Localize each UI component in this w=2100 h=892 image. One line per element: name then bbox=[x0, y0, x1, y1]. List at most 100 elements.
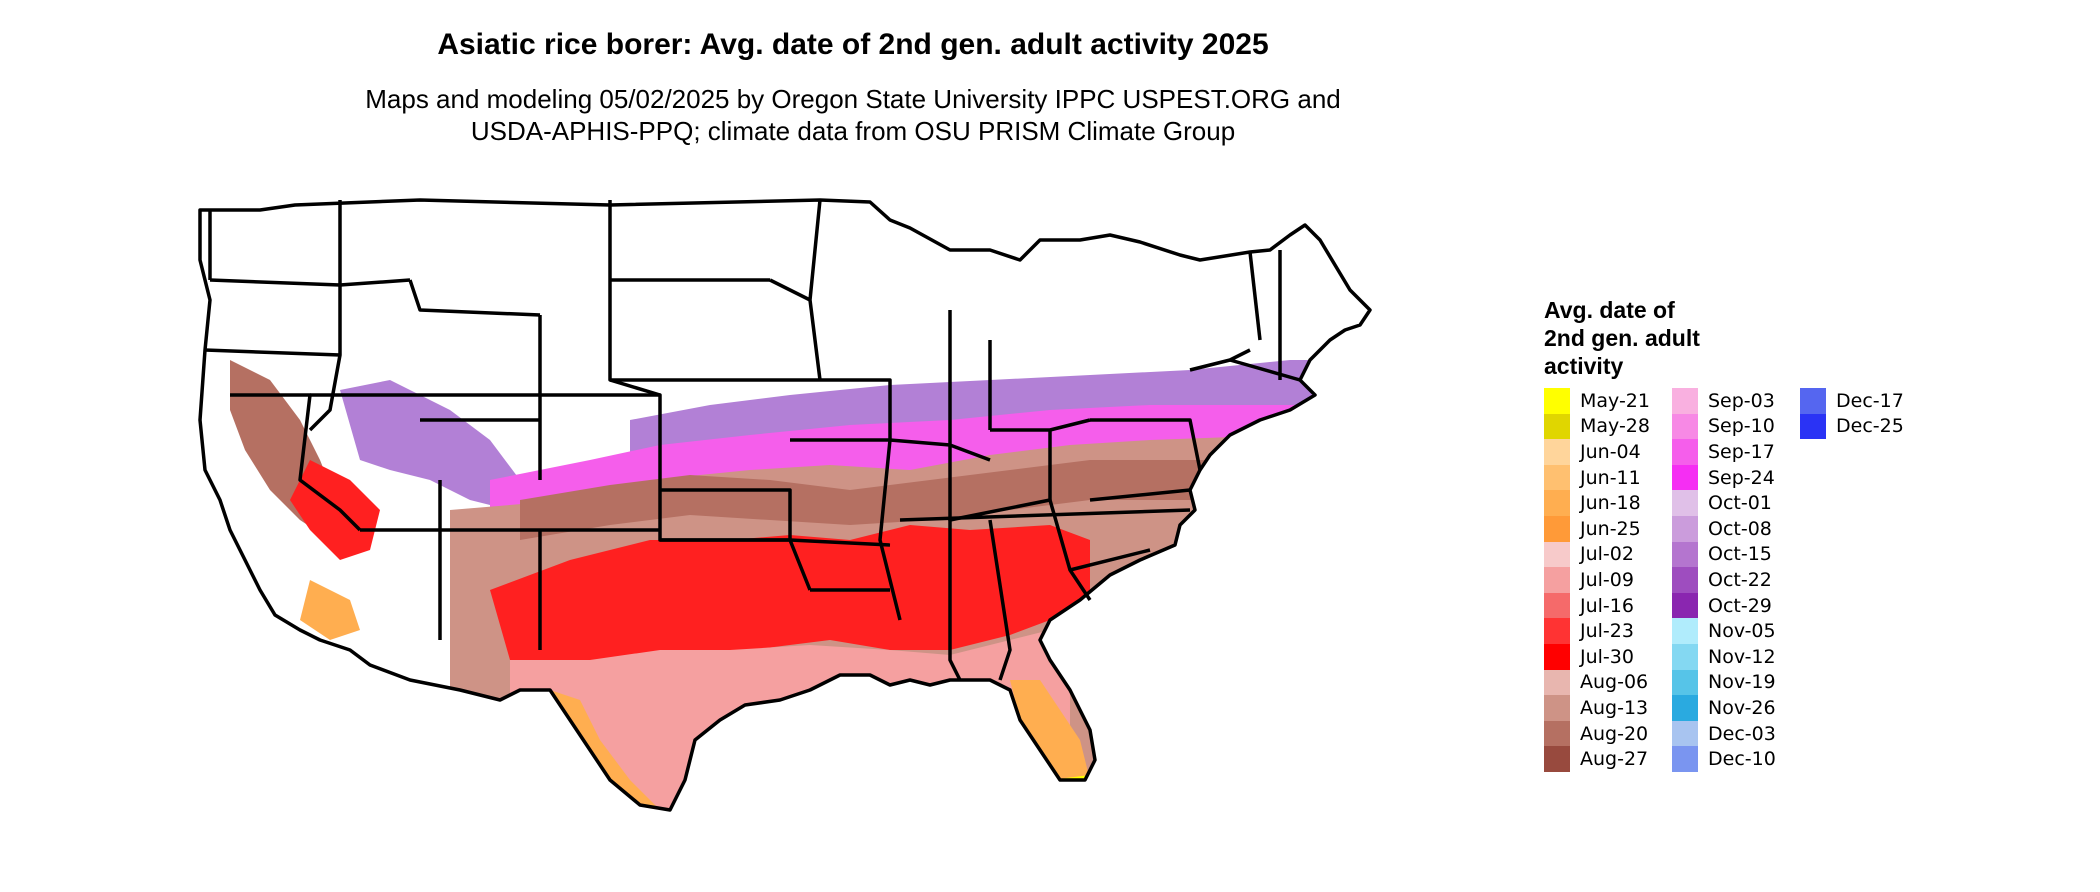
legend-column-1: May-21 May-28 Jun-04 Jun-11 Jun-18 Jun-25 Jul-… bbox=[1544, 388, 1650, 772]
legend-swatch bbox=[1672, 746, 1698, 772]
legend-swatch bbox=[1672, 490, 1698, 516]
legend-item: May-28 bbox=[1544, 413, 1650, 440]
legend-item: Nov-19 bbox=[1672, 669, 1776, 696]
legend-label: Nov-12 bbox=[1708, 645, 1776, 668]
legend-column-3: Dec-17 Dec-25 bbox=[1800, 388, 1904, 440]
legend-title-line-1: Avg. date of bbox=[1544, 297, 1675, 323]
band-oct-west bbox=[340, 380, 520, 510]
legend-item: Aug-20 bbox=[1544, 720, 1650, 747]
legend-label: Jul-30 bbox=[1580, 645, 1634, 668]
legend-swatch bbox=[1544, 413, 1570, 440]
legend-label: Nov-26 bbox=[1708, 696, 1776, 719]
legend-swatch bbox=[1544, 669, 1570, 696]
legend-title-line-2: 2nd gen. adult bbox=[1544, 325, 1700, 351]
legend-item: Dec-03 bbox=[1672, 720, 1776, 747]
legend-item: Sep-10 bbox=[1672, 413, 1776, 440]
legend-swatch bbox=[1544, 643, 1570, 670]
legend-swatch bbox=[1672, 515, 1698, 542]
legend-item: Jul-09 bbox=[1544, 567, 1650, 593]
legend-item: Oct-01 bbox=[1672, 490, 1776, 516]
legend-swatch bbox=[1672, 439, 1698, 465]
legend-swatch bbox=[1544, 464, 1570, 491]
legend-label: Jun-18 bbox=[1580, 492, 1641, 515]
legend-label: Jul-16 bbox=[1580, 594, 1634, 617]
legend-label: Sep-24 bbox=[1708, 466, 1775, 489]
legend-label: Dec-25 bbox=[1836, 415, 1904, 438]
legend-item: Sep-03 bbox=[1672, 388, 1776, 414]
legend-item: Aug-13 bbox=[1544, 695, 1650, 721]
legend-swatch bbox=[1544, 541, 1570, 568]
legend-swatch bbox=[1672, 413, 1698, 440]
legend-swatch bbox=[1672, 464, 1698, 491]
legend-item: Dec-10 bbox=[1672, 746, 1776, 772]
legend-swatch bbox=[1544, 439, 1570, 465]
legend-label: May-28 bbox=[1580, 415, 1650, 438]
legend-item: Aug-27 bbox=[1544, 746, 1650, 772]
legend-swatch bbox=[1672, 643, 1698, 670]
legend-item: Jul-16 bbox=[1544, 592, 1650, 619]
legend-label: Jul-02 bbox=[1580, 543, 1634, 566]
legend-label: Dec-03 bbox=[1708, 722, 1776, 745]
band-jul bbox=[290, 460, 1090, 680]
legend-item: Oct-15 bbox=[1672, 541, 1776, 568]
legend-swatch bbox=[1544, 720, 1570, 747]
legend-label: Aug-20 bbox=[1580, 722, 1649, 745]
legend-item: Nov-05 bbox=[1672, 618, 1776, 644]
legend-swatch bbox=[1800, 388, 1826, 414]
legend-swatch bbox=[1544, 592, 1570, 619]
legend-item: Oct-08 bbox=[1672, 515, 1776, 542]
legend-swatch bbox=[1544, 567, 1570, 593]
legend-swatch bbox=[1544, 618, 1570, 644]
legend-label: Aug-06 bbox=[1580, 671, 1649, 694]
legend-item: Jun-18 bbox=[1544, 490, 1650, 516]
legend-swatch bbox=[1672, 541, 1698, 568]
legend-item: Sep-24 bbox=[1672, 464, 1776, 491]
legend-label: Sep-03 bbox=[1708, 389, 1775, 412]
legend-column-2: Sep-03 Sep-10 Sep-17 Sep-24 Oct-01 Oct-08 Oct-… bbox=[1672, 388, 1776, 772]
legend-label: Aug-27 bbox=[1580, 748, 1649, 771]
legend-swatch bbox=[1544, 490, 1570, 516]
legend-label: Sep-10 bbox=[1708, 415, 1775, 438]
legend-label: Jun-04 bbox=[1580, 440, 1641, 463]
legend-item: Oct-29 bbox=[1672, 592, 1776, 619]
legend-swatch bbox=[1672, 720, 1698, 747]
legend-swatch bbox=[1672, 592, 1698, 619]
us-map bbox=[198, 198, 1372, 812]
legend-label: Oct-08 bbox=[1708, 517, 1772, 540]
legend-item: Nov-12 bbox=[1672, 643, 1776, 670]
legend-label: Jul-23 bbox=[1580, 620, 1634, 643]
legend-item: Jul-23 bbox=[1544, 618, 1650, 644]
legend-swatch bbox=[1544, 388, 1570, 414]
legend-label: Nov-19 bbox=[1708, 671, 1776, 694]
legend-label: Dec-17 bbox=[1836, 389, 1904, 412]
legend-label: Oct-22 bbox=[1708, 568, 1772, 591]
subtitle-line-2: USDA-APHIS-PPQ; climate data from OSU PR… bbox=[470, 116, 1236, 146]
subtitle-line-1: Maps and modeling 05/02/2025 by Oregon S… bbox=[365, 84, 1341, 114]
legend-label: Aug-13 bbox=[1580, 696, 1649, 719]
legend-swatch bbox=[1672, 567, 1698, 593]
state-borders bbox=[198, 198, 1372, 812]
legend-item: Jul-30 bbox=[1544, 643, 1650, 670]
legend-label: Oct-15 bbox=[1708, 543, 1772, 566]
map-subtitle: Maps and modeling 05/02/2025 by Oregon S… bbox=[0, 83, 1706, 147]
legend-item: Oct-22 bbox=[1672, 567, 1776, 593]
legend-item: Jun-04 bbox=[1544, 439, 1650, 465]
legend-swatch bbox=[1544, 695, 1570, 721]
legend-label: Jun-11 bbox=[1580, 466, 1641, 489]
legend-item: Aug-06 bbox=[1544, 669, 1650, 696]
legend-label: May-21 bbox=[1580, 389, 1650, 412]
legend-item: Nov-26 bbox=[1672, 695, 1776, 721]
map-title: Asiatic rice borer: Avg. date of 2nd gen… bbox=[437, 28, 1269, 61]
legend-label: Dec-10 bbox=[1708, 748, 1776, 771]
legend-item: May-21 bbox=[1544, 388, 1650, 414]
legend-item: Dec-17 bbox=[1800, 388, 1904, 414]
legend-swatch bbox=[1672, 388, 1698, 414]
legend-label: Oct-29 bbox=[1708, 594, 1772, 617]
legend-label: Jul-09 bbox=[1580, 568, 1634, 591]
legend-item: Sep-17 bbox=[1672, 439, 1776, 465]
legend-swatch bbox=[1544, 515, 1570, 542]
legend-swatch bbox=[1672, 695, 1698, 721]
legend-label: Nov-05 bbox=[1708, 620, 1776, 643]
legend-title-line-3: activity bbox=[1544, 353, 1624, 379]
legend-title: Avg. date of 2nd gen. adult activity bbox=[1544, 296, 1764, 380]
